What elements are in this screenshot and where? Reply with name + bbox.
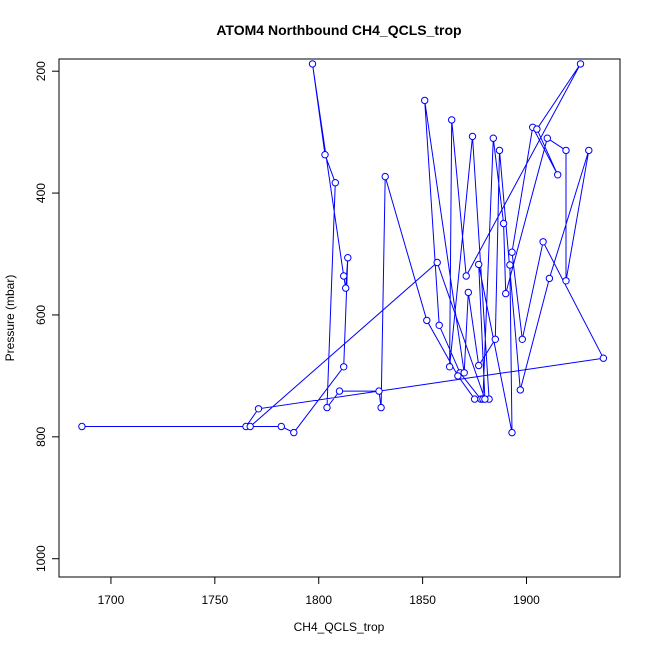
data-point (375, 387, 383, 395)
data-point (323, 403, 331, 412)
x-axis-label: CH4_QCLS_trop (294, 620, 385, 634)
data-point (481, 395, 489, 403)
data-point (468, 132, 477, 141)
data-point (377, 403, 385, 412)
data-point (246, 422, 254, 431)
data-point (423, 316, 431, 325)
data-point (340, 272, 348, 280)
data-point (445, 363, 454, 371)
data-point (491, 335, 499, 343)
data-point (518, 335, 526, 343)
series-layer (78, 60, 608, 437)
y-tick-label: 200 (34, 61, 48, 81)
data-point (460, 369, 468, 377)
data-point (495, 146, 504, 155)
data-point (506, 261, 514, 269)
data-point (539, 238, 547, 246)
data-point (470, 395, 479, 403)
data-point (433, 258, 441, 267)
y-tick-label: 1000 (34, 545, 48, 572)
data-point (489, 134, 497, 142)
data-point (502, 289, 510, 298)
x-tick-label: 1900 (513, 593, 540, 607)
data-point (533, 125, 541, 133)
data-point (254, 405, 263, 413)
data-point (308, 60, 317, 68)
x-tick-label: 1750 (201, 593, 228, 607)
data-point (562, 277, 570, 285)
data-point (543, 134, 551, 142)
x-axis: 1700 1750 1800 1850 1900 (98, 576, 540, 607)
data-point (508, 428, 516, 437)
y-tick-label: 600 (34, 305, 48, 325)
data-point (562, 146, 570, 155)
data-point (344, 254, 352, 262)
data-point (499, 219, 508, 228)
y-tick-label: 800 (34, 427, 48, 447)
data-point (321, 151, 329, 159)
data-point (421, 96, 429, 105)
data-point (277, 422, 285, 431)
data-point (448, 116, 456, 124)
data-point (475, 260, 483, 269)
data-point (599, 354, 608, 362)
data-point (464, 288, 472, 297)
y-axis-label: Pressure (mbar) (3, 275, 17, 362)
x-tick-label: 1700 (98, 593, 125, 607)
data-point (381, 172, 389, 181)
data-point (290, 428, 298, 437)
x-tick-label: 1800 (305, 593, 332, 607)
data-point (576, 60, 585, 68)
data-point (545, 274, 554, 283)
y-axis: 200 400 600 800 1000 (34, 61, 60, 572)
x-tick-label: 1850 (409, 593, 436, 607)
data-point (331, 179, 339, 187)
chart-title: ATOM4 Northbound CH4_QCLS_trop (216, 22, 461, 38)
data-point (78, 422, 86, 431)
plot-frame (58, 58, 621, 578)
y-tick-label: 400 (34, 183, 48, 203)
data-point (554, 171, 562, 179)
data-point (508, 248, 516, 256)
data-point (340, 363, 348, 371)
data-point (342, 284, 350, 292)
data-point (335, 387, 344, 395)
data-point (516, 386, 524, 394)
data-point (475, 361, 483, 370)
data-point (454, 372, 462, 380)
series-line (81, 63, 605, 434)
data-point (462, 272, 470, 280)
data-point (435, 321, 443, 329)
data-point (585, 146, 593, 155)
